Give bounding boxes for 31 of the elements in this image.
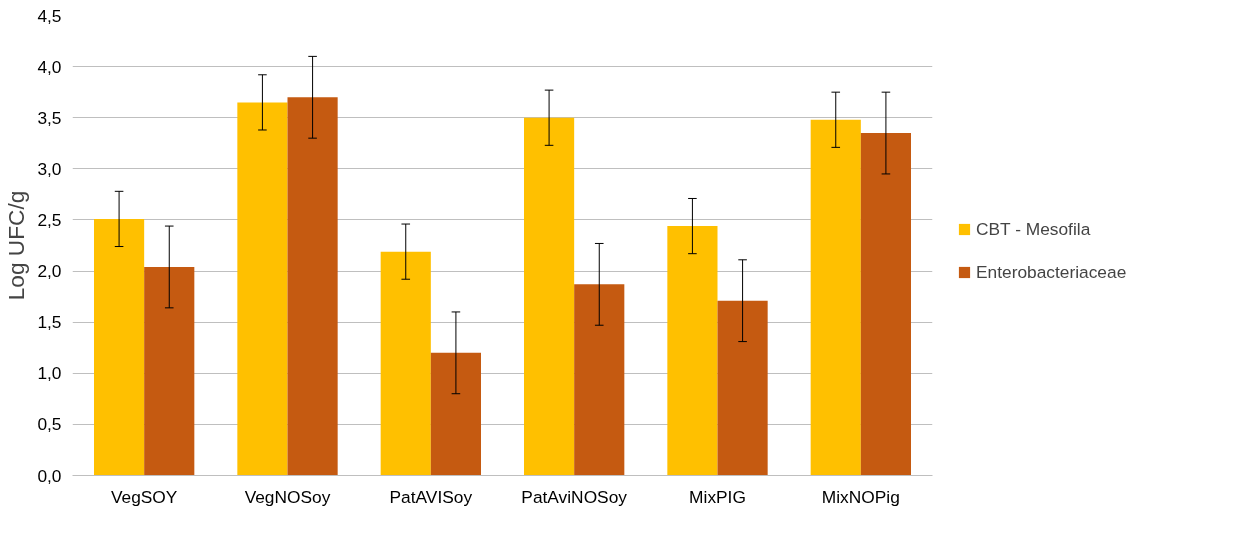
bar — [860, 133, 911, 476]
y-tick-label: 4,0 — [37, 56, 62, 77]
y-tick-label: 0,0 — [37, 465, 62, 486]
x-tick-label: VegSOY — [110, 486, 178, 507]
legend-label: Enterobacteriaceae — [976, 261, 1127, 283]
bar — [430, 352, 481, 476]
y-tick-label: 3,5 — [37, 107, 62, 128]
y-axis-title: Log UFC/g — [3, 190, 30, 301]
bar — [810, 119, 861, 476]
bar — [237, 102, 288, 476]
x-tick-label: MixPIG — [689, 486, 746, 507]
y-tick-label: 4,5 — [37, 5, 62, 26]
bar — [667, 226, 718, 476]
y-tick-label: 1,0 — [37, 363, 62, 384]
y-tick-label: 2,5 — [37, 209, 62, 230]
bar — [144, 266, 195, 476]
y-tick-label: 2,0 — [37, 261, 62, 282]
x-tick-label: MixNOPig — [821, 486, 900, 507]
legend-label: CBT - Mesofila — [976, 218, 1091, 240]
x-tick-label: PatAviNOSoy — [521, 486, 628, 507]
y-tick-label: 1,5 — [37, 312, 62, 333]
x-tick-label: PatAVISoy — [389, 486, 473, 507]
bar — [380, 251, 431, 476]
y-tick-label: 3,0 — [37, 158, 62, 179]
bar — [524, 117, 575, 476]
bar — [574, 284, 625, 476]
bar — [287, 97, 338, 476]
y-tick-label: 0,5 — [37, 414, 62, 435]
bar — [717, 300, 768, 476]
bar — [94, 218, 145, 476]
x-tick-label: VegNOSoy — [244, 486, 331, 507]
